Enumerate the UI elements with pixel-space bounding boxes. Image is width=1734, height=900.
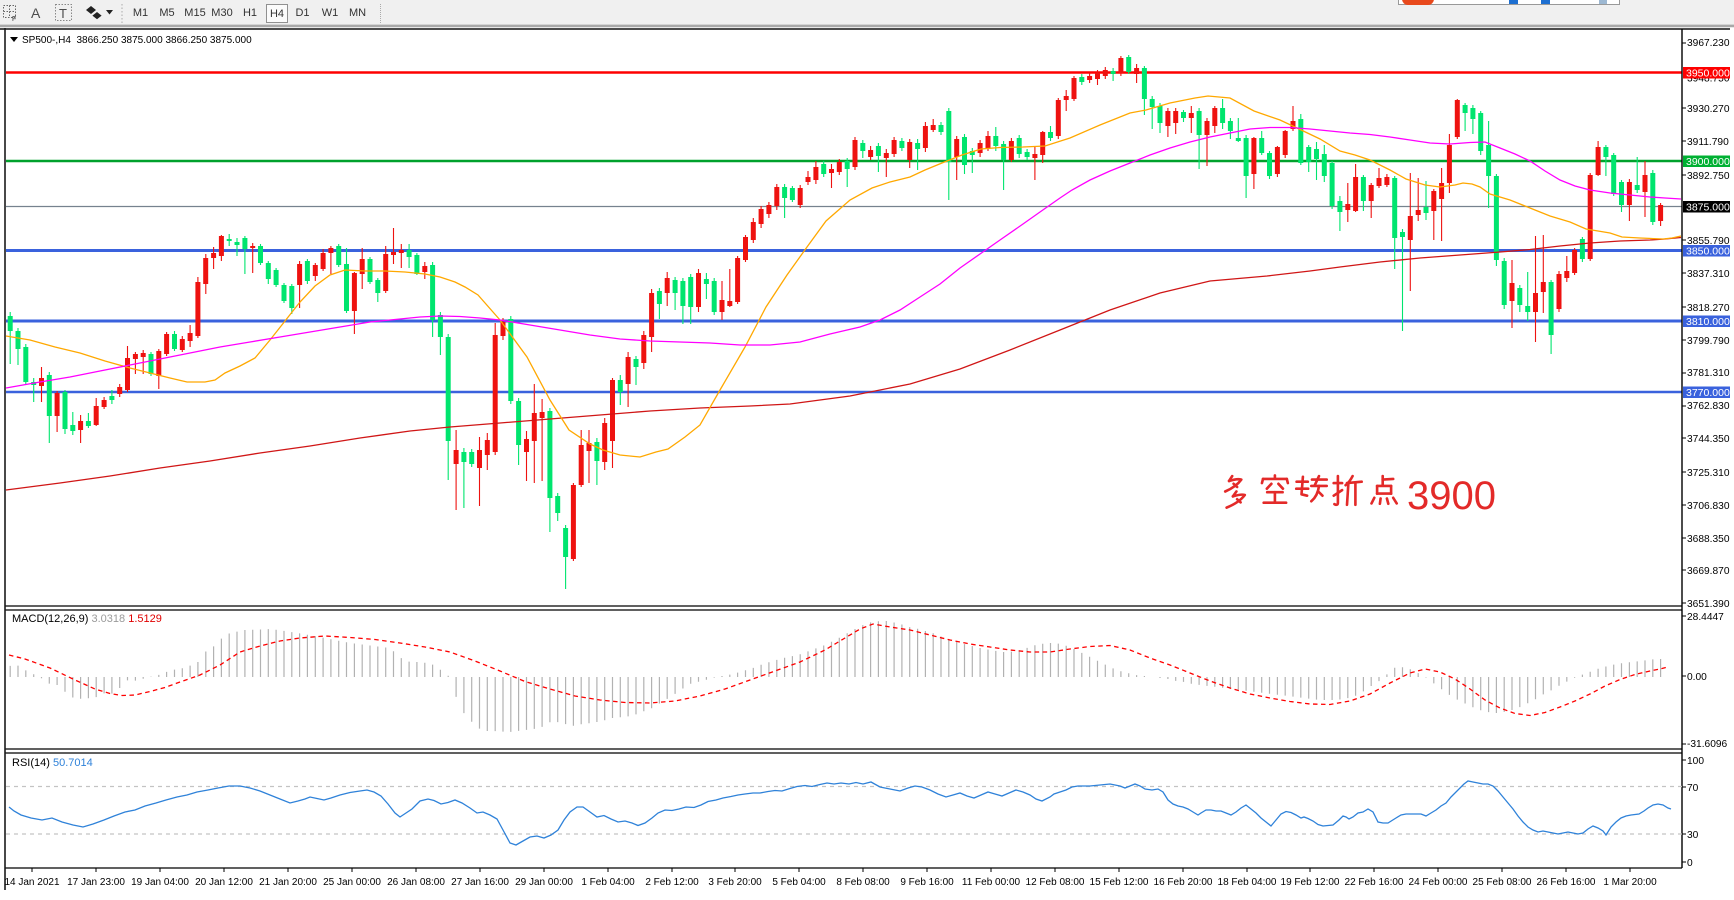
svg-text:24 Feb 00:00: 24 Feb 00:00: [1409, 877, 1468, 888]
svg-text:15 Feb 12:00: 15 Feb 12:00: [1090, 877, 1149, 888]
svg-text:25 Feb 08:00: 25 Feb 08:00: [1473, 877, 1532, 888]
svg-text:3810.000: 3810.000: [1686, 316, 1730, 328]
svg-text:1 Feb 04:00: 1 Feb 04:00: [581, 877, 635, 888]
svg-text:3669.870: 3669.870: [1687, 566, 1730, 577]
svg-text:3762.830: 3762.830: [1687, 401, 1730, 412]
svg-text:3855.790: 3855.790: [1687, 236, 1730, 247]
svg-text:26 Jan 08:00: 26 Jan 08:00: [387, 877, 445, 888]
svg-text:3950.000: 3950.000: [1686, 67, 1730, 79]
svg-text:14 Jan 2021: 14 Jan 2021: [4, 877, 59, 888]
svg-text:22 Feb 16:00: 22 Feb 16:00: [1345, 877, 1404, 888]
svg-text:RSI(14) 50.7014: RSI(14) 50.7014: [12, 757, 93, 769]
svg-text:25 Jan 00:00: 25 Jan 00:00: [323, 877, 381, 888]
svg-text:9 Feb 16:00: 9 Feb 16:00: [900, 877, 954, 888]
svg-text:0: 0: [1687, 858, 1693, 869]
svg-text:A: A: [31, 5, 41, 21]
svg-text:30: 30: [1687, 830, 1699, 841]
svg-text:3781.310: 3781.310: [1687, 368, 1730, 379]
svg-text:F: F: [12, 16, 16, 23]
svg-text:3900.000: 3900.000: [1686, 156, 1730, 168]
svg-text:3930.270: 3930.270: [1687, 104, 1730, 115]
svg-text:3744.350: 3744.350: [1687, 434, 1730, 445]
svg-text:3967.230: 3967.230: [1687, 38, 1730, 49]
svg-text:3818.270: 3818.270: [1687, 303, 1730, 314]
svg-text:27 Jan 16:00: 27 Jan 16:00: [451, 877, 509, 888]
svg-text:16 Feb 20:00: 16 Feb 20:00: [1154, 877, 1213, 888]
svg-text:3725.310: 3725.310: [1687, 468, 1730, 479]
svg-text:3688.350: 3688.350: [1687, 534, 1730, 545]
svg-text:3900: 3900: [1407, 474, 1496, 518]
svg-text:3875.000: 3875.000: [1686, 201, 1730, 213]
svg-text:MACD(12,26,9) 3.0318 1.5129: MACD(12,26,9) 3.0318 1.5129: [12, 613, 162, 625]
svg-text:11 Feb 00:00: 11 Feb 00:00: [962, 877, 1021, 888]
svg-text:29 Jan 00:00: 29 Jan 00:00: [515, 877, 573, 888]
svg-text:17 Jan 23:00: 17 Jan 23:00: [67, 877, 125, 888]
svg-text:28.4447: 28.4447: [1687, 612, 1724, 623]
svg-text:100: 100: [1687, 756, 1704, 767]
svg-text:12 Feb 08:00: 12 Feb 08:00: [1026, 877, 1085, 888]
svg-text:3 Feb 20:00: 3 Feb 20:00: [708, 877, 762, 888]
svg-text:5 Feb 04:00: 5 Feb 04:00: [772, 877, 826, 888]
svg-text:26 Feb 16:00: 26 Feb 16:00: [1537, 877, 1596, 888]
svg-text:3799.790: 3799.790: [1687, 336, 1730, 347]
svg-text:3948.750: 3948.750: [1687, 73, 1730, 84]
svg-text:3911.790: 3911.790: [1687, 137, 1729, 148]
svg-text:3651.390: 3651.390: [1687, 599, 1730, 610]
svg-text:SP500-,H4 3866.250 3875.000 3: SP500-,H4 3866.250 3875.000 3866.250 387…: [22, 35, 252, 46]
svg-text:70: 70: [1687, 783, 1699, 794]
svg-text:3892.750: 3892.750: [1687, 171, 1730, 182]
svg-text:3770.000: 3770.000: [1686, 387, 1730, 399]
svg-text:19 Feb 12:00: 19 Feb 12:00: [1281, 877, 1340, 888]
svg-text:3706.830: 3706.830: [1687, 501, 1730, 512]
svg-text:0.00: 0.00: [1687, 672, 1707, 683]
svg-text:1 Mar 20:00: 1 Mar 20:00: [1603, 877, 1657, 888]
svg-text:2 Feb 12:00: 2 Feb 12:00: [645, 877, 699, 888]
svg-text:19 Jan 04:00: 19 Jan 04:00: [131, 877, 189, 888]
svg-text:20 Jan 12:00: 20 Jan 12:00: [195, 877, 253, 888]
svg-text:8 Feb 08:00: 8 Feb 08:00: [836, 877, 890, 888]
svg-text:T: T: [59, 6, 67, 21]
svg-text:21 Jan 20:00: 21 Jan 20:00: [259, 877, 317, 888]
svg-text:18 Feb 04:00: 18 Feb 04:00: [1218, 877, 1277, 888]
svg-text:3837.310: 3837.310: [1687, 269, 1730, 280]
svg-text:-31.6096: -31.6096: [1687, 739, 1728, 750]
svg-text:3850.000: 3850.000: [1686, 245, 1730, 257]
